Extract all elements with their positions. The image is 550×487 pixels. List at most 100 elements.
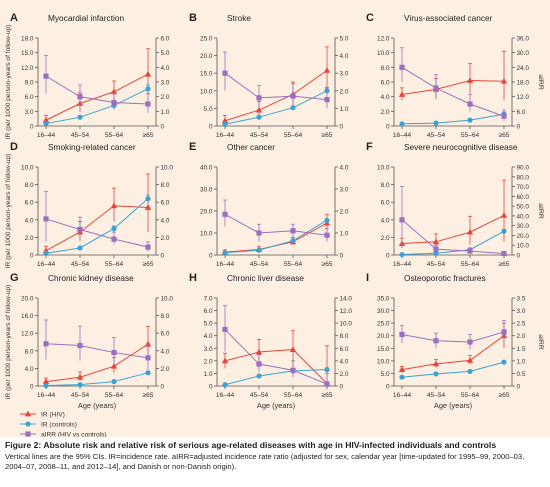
ir-hiv-marker bbox=[398, 91, 406, 97]
series-line bbox=[224, 213, 328, 236]
right-tick-label: 1.0 bbox=[517, 358, 526, 365]
left-tick-label: 6.0 bbox=[25, 200, 34, 207]
ir-hiv-marker bbox=[76, 373, 84, 380]
series-ir-hiv bbox=[221, 330, 331, 386]
ir-controls-marker bbox=[433, 371, 439, 377]
right-tick-label: 1.0 bbox=[340, 231, 349, 238]
series-ir-controls bbox=[222, 87, 330, 127]
series-line bbox=[45, 343, 149, 383]
series-line bbox=[224, 222, 328, 253]
right-tick-label: 0.5 bbox=[517, 371, 526, 378]
left-tick-label: 30.0 bbox=[200, 187, 213, 194]
chart-panel-c: C Virus-associated cancer 0 2.0 4.0 6.0 8.0 10.… bbox=[366, 12, 544, 139]
series-line bbox=[224, 90, 328, 125]
right-tick-label: 80.0 bbox=[517, 174, 530, 181]
panel-title: Osteoporotic fractures bbox=[404, 273, 486, 283]
x-tick-label: 55–64 bbox=[461, 132, 480, 139]
left-tick-label: 12.0 bbox=[21, 331, 34, 338]
ir-hiv-marker bbox=[432, 238, 440, 245]
x-tick-label: 55–64 bbox=[105, 261, 124, 268]
series-line bbox=[45, 75, 149, 105]
chart-panel-h: H Chronic liver disease 0 1.0 2.0 3.0 4.0 5.0 6.… bbox=[189, 272, 352, 410]
x-tick-label: 16–44 bbox=[216, 261, 235, 268]
chart-panel-i: I Osteoporotic fractures 0 5.0 10.0 15.0 20.0 2… bbox=[366, 272, 544, 410]
airr-marker bbox=[145, 355, 151, 361]
panel-title: Myocardial infarction bbox=[48, 13, 124, 23]
panel-title: Chronic liver disease bbox=[227, 273, 304, 283]
ir-controls-marker bbox=[25, 421, 31, 427]
left-tick-label: 15.0 bbox=[200, 71, 213, 78]
panel-letter: G bbox=[10, 272, 19, 284]
right-tick-label: 1.0 bbox=[161, 109, 170, 116]
caption-note: Vertical lines are the 95% CIs. IR=incid… bbox=[5, 452, 525, 472]
x-tick-label: 45–54 bbox=[427, 392, 446, 399]
y-right-axis-title: aIRR bbox=[537, 334, 544, 350]
ir-controls-marker bbox=[145, 370, 151, 376]
x-tick-label: ≥65 bbox=[322, 392, 333, 399]
ir-controls-marker bbox=[433, 250, 439, 256]
right-tick-label: 8.0 bbox=[340, 333, 349, 340]
x-tick-label: 55–64 bbox=[284, 132, 303, 139]
series-line bbox=[401, 80, 505, 95]
series-ir-hiv bbox=[42, 173, 152, 255]
series-line bbox=[45, 198, 149, 254]
caption-title: Figure 2: Absolute risk and relative ris… bbox=[5, 440, 497, 450]
right-tick-label: 4.0 bbox=[161, 65, 170, 72]
left-tick-label: 20.0 bbox=[21, 296, 34, 303]
airr-marker bbox=[501, 113, 507, 119]
right-tick-label: 1.0 bbox=[340, 106, 349, 113]
ir-controls-marker bbox=[222, 250, 228, 256]
chart-grid: A Myocardial infarction 0 3.0 6.0 9.0 12.0 15.0… bbox=[5, 12, 544, 438]
ir-hiv-marker bbox=[221, 357, 229, 364]
series-ir-controls bbox=[399, 111, 507, 127]
ir-controls-marker bbox=[433, 120, 439, 126]
x-tick-label: 55–64 bbox=[105, 392, 124, 399]
x-axis-title: Age (years) bbox=[78, 401, 116, 410]
ir-controls-marker bbox=[399, 374, 405, 380]
series-airr bbox=[222, 199, 330, 242]
x-tick-label: ≥65 bbox=[322, 261, 333, 268]
left-tick-label: 4.0 bbox=[204, 333, 213, 340]
left-tick-label: 25.0 bbox=[200, 36, 213, 43]
airr-marker bbox=[145, 101, 151, 107]
ir-controls-marker bbox=[43, 382, 49, 389]
airr-marker bbox=[43, 73, 49, 79]
x-tick-label: 45–54 bbox=[250, 261, 269, 268]
series-ir-hiv bbox=[398, 322, 508, 373]
airr-marker bbox=[433, 246, 439, 252]
right-tick-label: 30.0 bbox=[517, 50, 530, 57]
left-tick-label: 4.0 bbox=[25, 366, 34, 373]
left-tick-label: 30.0 bbox=[377, 308, 390, 315]
left-tick-label: 10.0 bbox=[377, 50, 390, 57]
y-left-axis-title: IR (per 1000 person-years of follow-up) bbox=[5, 285, 12, 400]
left-tick-label: 5.0 bbox=[204, 321, 213, 328]
ir-controls-marker bbox=[324, 367, 330, 373]
right-tick-label: 4.0 bbox=[340, 358, 349, 365]
airr-marker bbox=[290, 93, 296, 99]
panel-letter: I bbox=[366, 272, 369, 284]
airr-marker bbox=[77, 342, 83, 349]
right-tick-label: 40.0 bbox=[517, 213, 530, 220]
legend-label: aIRR (HIV vs controls) bbox=[41, 432, 107, 438]
left-tick-label: 9.0 bbox=[25, 80, 34, 87]
series-line bbox=[224, 329, 328, 385]
x-tick-label: 45–54 bbox=[250, 132, 269, 139]
series-line bbox=[45, 372, 149, 387]
airr-marker bbox=[111, 99, 117, 106]
right-tick-label: 0 bbox=[340, 124, 344, 131]
series-line bbox=[401, 66, 505, 117]
right-tick-label: 0 bbox=[161, 124, 165, 131]
series-line bbox=[224, 349, 328, 384]
x-tick-label: ≥65 bbox=[499, 132, 510, 139]
ir-hiv-marker bbox=[255, 106, 263, 113]
right-tick-label: 0 bbox=[517, 384, 521, 391]
left-tick-label: 3.0 bbox=[204, 346, 213, 353]
series-ir-controls bbox=[222, 367, 330, 388]
figure-panel: A Myocardial infarction 0 3.0 6.0 9.0 12.0 15.0… bbox=[0, 0, 550, 437]
ir-hiv-marker bbox=[24, 410, 32, 417]
right-tick-label: 4.0 bbox=[161, 348, 170, 355]
ir-controls-marker bbox=[467, 117, 473, 123]
panel-title: Chronic kidney disease bbox=[48, 273, 134, 283]
right-tick-label: 70.0 bbox=[517, 184, 530, 191]
right-tick-label: 2.0 bbox=[340, 88, 349, 95]
